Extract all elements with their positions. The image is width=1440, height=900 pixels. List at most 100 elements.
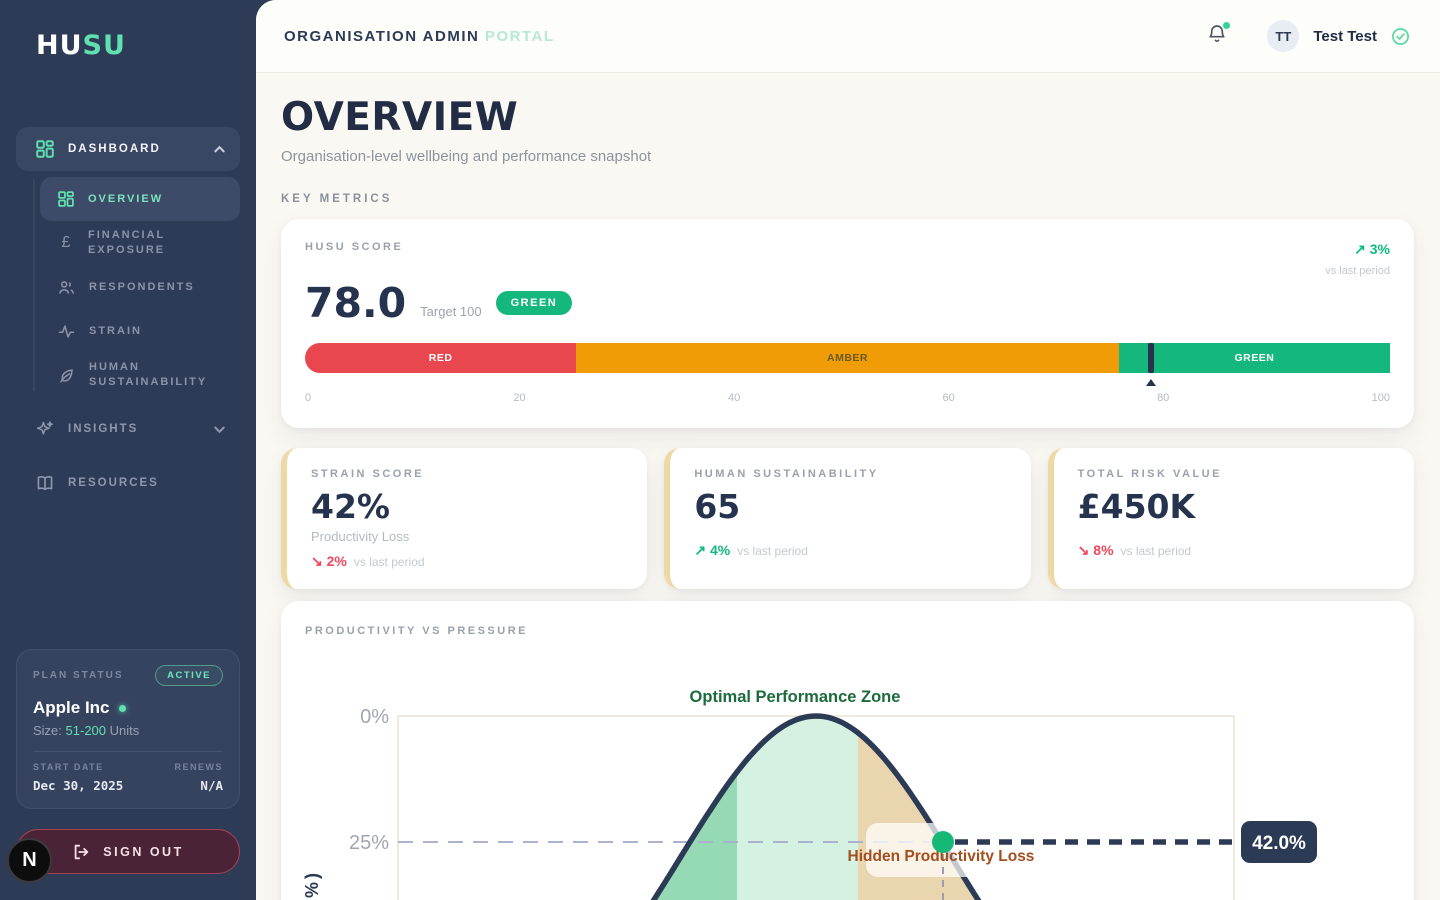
metric-value: 65 — [694, 486, 741, 526]
dev-tools-badge[interactable]: N — [7, 838, 52, 883]
metric-delta: ↘ 8% — [1077, 542, 1114, 559]
sign-out-button[interactable]: SIGN OUT — [16, 829, 240, 874]
hidden-loss-label-bg — [866, 822, 1046, 877]
metric-value: £450K — [1077, 486, 1196, 526]
renews-label: RENEWS — [174, 762, 223, 772]
gauge-tick: 100 — [1371, 391, 1390, 404]
people-icon — [58, 279, 75, 296]
metric-subtext: Productivity Loss — [311, 529, 410, 545]
pulse-icon — [58, 323, 75, 340]
notifications-button[interactable] — [1207, 21, 1231, 49]
sidebar-item-strain[interactable]: STRAIN — [40, 309, 240, 353]
metric-cards-row: STRAIN SCORE 42% Productivity Loss ↘ 2% … — [281, 447, 1414, 589]
user-name[interactable]: Test Test — [1313, 27, 1377, 45]
sidebar-nav: DASHBOARD OVERVIEW £ FINANCIAL EXPOSURE … — [16, 127, 240, 505]
logo-primary: HU — [36, 30, 83, 61]
metric-period: vs last period — [1120, 544, 1192, 559]
sidebar-item-insights[interactable]: INSIGHTS — [16, 407, 240, 451]
y-axis-label: LOSS (%) — [302, 870, 322, 900]
notification-dot — [1223, 21, 1231, 29]
husu-score-label: HUSU SCORE — [305, 240, 404, 253]
sparkles-icon — [36, 420, 54, 438]
metric-delta: ↗ 4% — [694, 542, 731, 559]
productivity-vs-pressure-card: PRODUCTIVITY VS PRESSURE Optimal Perform… — [281, 600, 1414, 900]
verified-check-icon — [1391, 27, 1410, 46]
sidebar-item-financial-exposure[interactable]: £ FINANCIAL EXPOSURE — [40, 221, 240, 265]
sidebar-item-label: FINANCIAL EXPOSURE — [88, 229, 166, 256]
dashboard-subnav: OVERVIEW £ FINANCIAL EXPOSURE RESPONDENT… — [16, 177, 240, 397]
husu-score-value: 78.0 — [305, 278, 407, 327]
metric-label: HUMAN SUSTAINABILITY — [694, 467, 879, 480]
sidebar-item-overview[interactable]: OVERVIEW — [40, 177, 240, 221]
metric-subtext — [1078, 529, 1390, 533]
trend-up-icon: ↗ — [694, 542, 707, 559]
total-risk-value-card: TOTAL RISK VALUE £450K ↘ 8% vs last peri… — [1047, 447, 1414, 589]
trend-up-icon: ↗ — [1354, 240, 1366, 257]
sidebar-item-label: RESOURCES — [68, 477, 159, 489]
portal-title-accent: PORTAL — [485, 27, 555, 45]
chevron-down-icon — [213, 423, 226, 436]
gauge-marker-pointer — [1146, 378, 1157, 386]
logout-icon — [72, 843, 90, 861]
husu-target: Target 100 — [420, 303, 482, 319]
husu-gauge: RED AMBER GREEN — [305, 342, 1390, 386]
current-loss-marker[interactable] — [932, 830, 954, 853]
start-date-label: START DATE — [33, 762, 104, 772]
sidebar-item-label: RESPONDENTS — [89, 280, 195, 293]
page-title: OVERVIEW — [281, 95, 519, 140]
gauge-segment-green: GREEN — [1118, 342, 1390, 373]
sidebar-item-dashboard[interactable]: DASHBOARD — [16, 127, 240, 171]
productivity-pressure-chart: Optimal Performance Zone 0% 25% LOSS (%)… — [302, 688, 1317, 900]
gauge-segment-amber: AMBER — [576, 342, 1119, 373]
sidebar-item-resources[interactable]: RESOURCES — [16, 461, 240, 505]
gauge-tick: 0 — [305, 391, 312, 404]
plan-active-badge: ACTIVE — [155, 665, 223, 686]
plan-status-card: PLAN STATUS ACTIVE Apple Inc Size: 51-20… — [16, 649, 240, 809]
sign-out-label: SIGN OUT — [103, 844, 184, 859]
start-date-value: Dec 30, 2025 — [33, 778, 124, 793]
gauge-tick: 80 — [1157, 391, 1170, 404]
company-name: Apple Inc — [33, 698, 110, 717]
key-metrics-section-label: KEY METRICS — [281, 192, 393, 205]
gauge-tick: 20 — [513, 391, 526, 404]
online-dot — [118, 704, 126, 712]
chart-section-label: PRODUCTIVITY VS PRESSURE — [305, 624, 528, 637]
pound-icon: £ — [61, 234, 71, 251]
sidebar-item-label: HUMAN SUSTAINABILITY — [89, 361, 208, 388]
gauge-scale: 0 20 40 60 80 100 — [305, 392, 1390, 404]
sidebar-item-label: STRAIN — [89, 324, 142, 337]
divider — [33, 751, 223, 752]
plan-size-value: 51-200 — [65, 723, 107, 738]
performance-curve — [650, 713, 982, 900]
page-subtitle: Organisation-level wellbeing and perform… — [281, 147, 652, 165]
trend-down-icon: ↘ — [311, 553, 323, 570]
main-area: ORGANISATION ADMIN PORTAL TT Test Test O… — [256, 0, 1440, 900]
chevron-up-icon — [213, 143, 226, 156]
plan-status-label: PLAN STATUS — [33, 670, 124, 681]
metric-label: STRAIN SCORE — [311, 467, 425, 480]
bell-icon — [1209, 24, 1225, 42]
strain-score-card: STRAIN SCORE 42% Productivity Loss ↘ 2% … — [281, 447, 648, 589]
gauge-segment-red: RED — [305, 342, 577, 373]
sidebar-item-human-sustainability[interactable]: HUMAN SUSTAINABILITY — [40, 353, 240, 397]
logo-accent: SU — [82, 30, 126, 61]
loss-value-text: 42.0% — [1252, 833, 1306, 854]
husu-delta: ↗ 3% — [1354, 240, 1390, 257]
metric-delta: ↘ 2% — [311, 553, 347, 570]
sidebar-item-label: INSIGHTS — [68, 423, 139, 435]
gauge-tick: 40 — [727, 391, 741, 404]
sidebar-item-respondents[interactable]: RESPONDENTS — [40, 265, 240, 309]
leaf-icon — [58, 367, 75, 384]
top-bar: ORGANISATION ADMIN PORTAL TT Test Test — [256, 0, 1440, 73]
user-avatar[interactable]: TT — [1267, 20, 1300, 52]
metric-period: vs last period — [737, 544, 808, 559]
metric-subtext — [694, 529, 1006, 533]
husu-status-badge: GREEN — [495, 291, 573, 316]
sidebar-item-label: OVERVIEW — [88, 192, 164, 205]
sidebar: HUSU DASHBOARD OVERVIEW £ FINANCIAL EXPO… — [0, 0, 256, 900]
husu-logo: HUSU — [36, 30, 220, 61]
metric-label: TOTAL RISK VALUE — [1077, 467, 1222, 480]
human-sustainability-card: HUMAN SUSTAINABILITY 65 ↗ 4% vs last per… — [664, 447, 1031, 589]
book-icon — [36, 474, 54, 492]
metric-period: vs last period — [353, 555, 425, 570]
